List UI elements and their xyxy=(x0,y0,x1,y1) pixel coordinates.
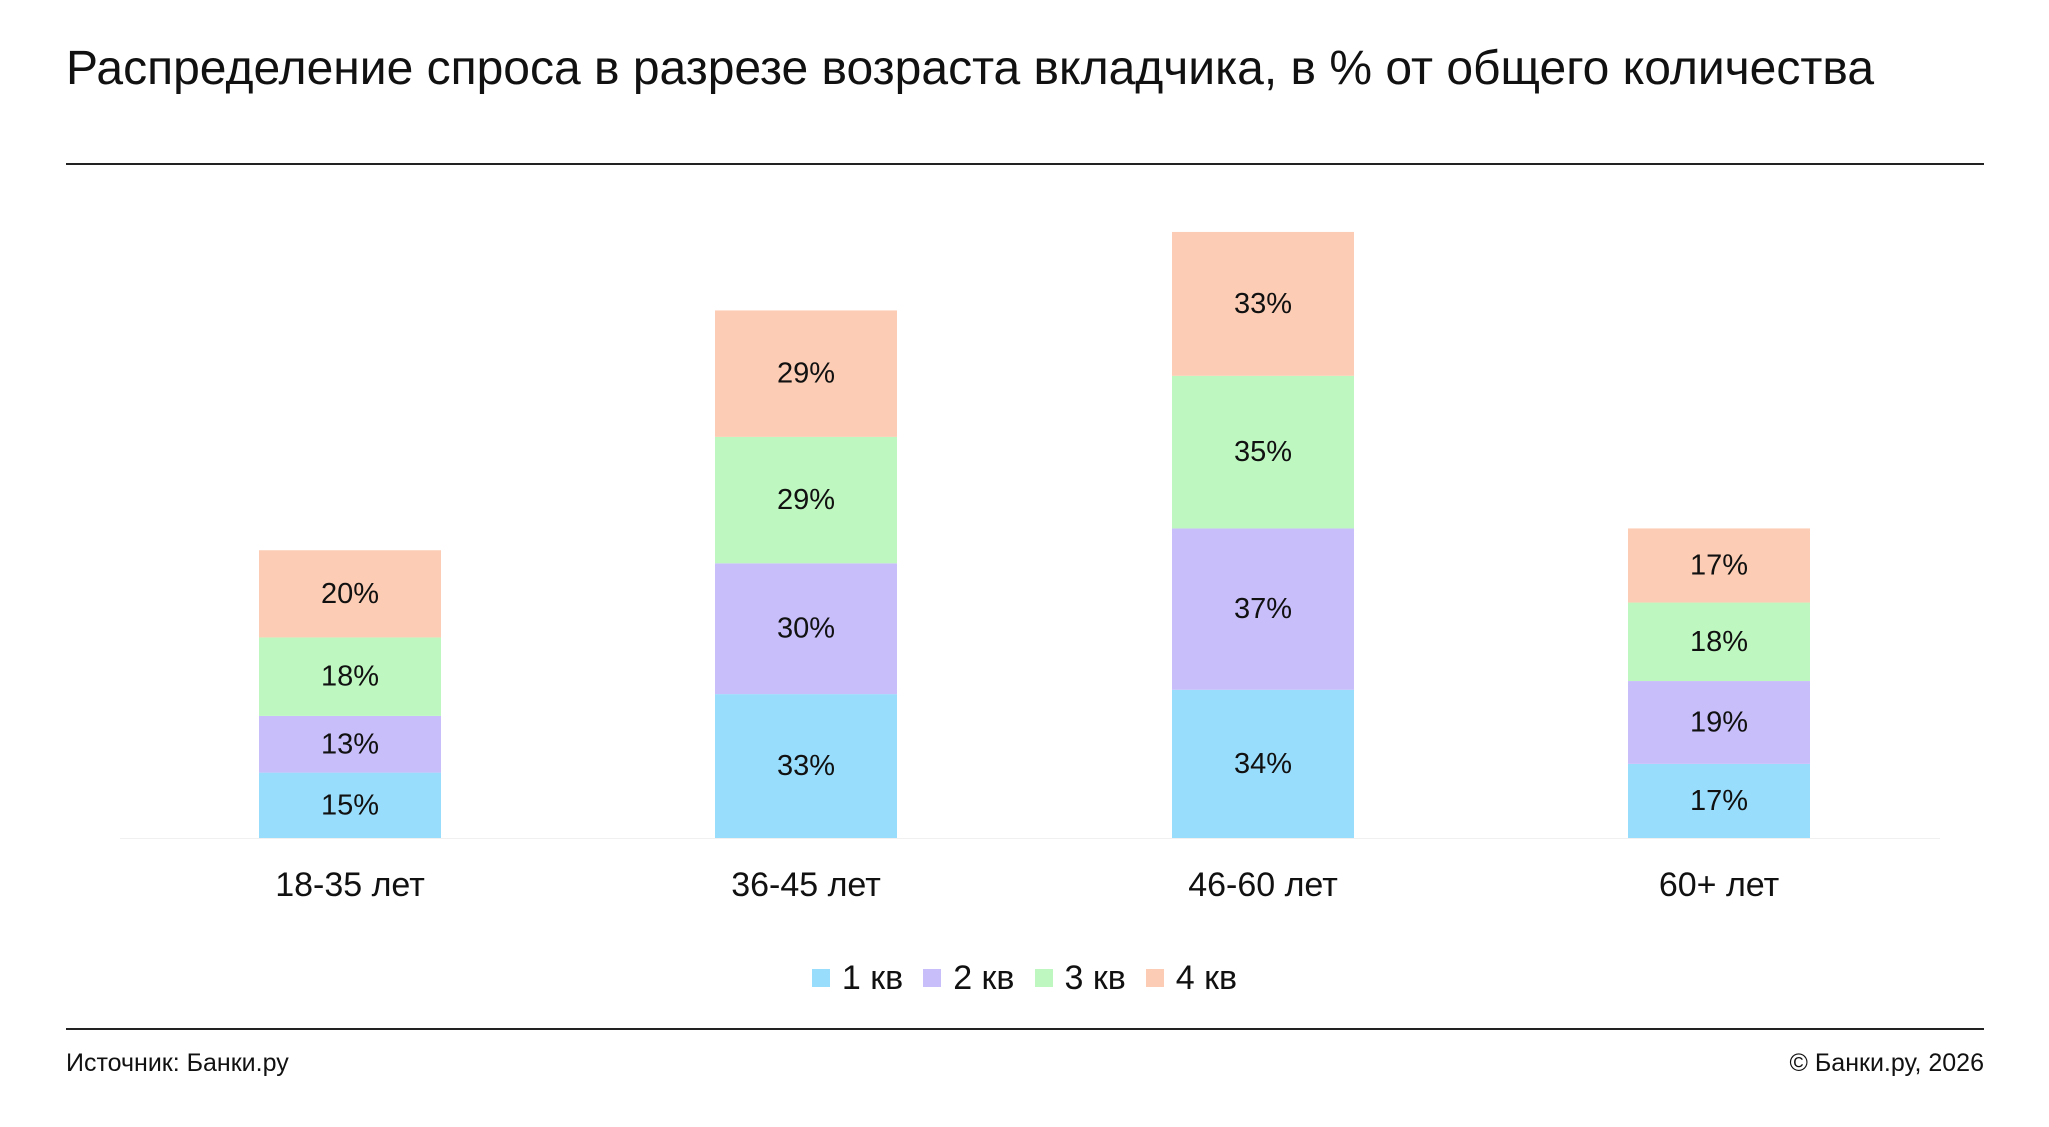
bar-segment-4-2 xyxy=(1628,681,1810,764)
category-label-2: 36-45 лет xyxy=(731,866,881,904)
title-divider xyxy=(66,163,1984,165)
category-label-3: 46-60 лет xyxy=(1188,866,1338,904)
data-label-3-3: 35% xyxy=(1234,436,1292,468)
legend-item-2: 2 кв xyxy=(923,958,1015,998)
data-label-1-4: 20% xyxy=(321,578,379,610)
bar-segment-1-2 xyxy=(259,715,441,773)
source-note: Источник: Банки.ру xyxy=(66,1049,289,1077)
data-label-1-3: 18% xyxy=(321,661,379,693)
data-label-2-3: 29% xyxy=(777,484,835,516)
legend-label-2: 2 кв xyxy=(953,959,1015,997)
data-label-3-4: 33% xyxy=(1234,288,1292,320)
bar-segment-4-3 xyxy=(1628,602,1810,682)
data-label-4-4: 17% xyxy=(1690,550,1748,582)
data-label-3-1: 34% xyxy=(1234,748,1292,780)
bar-segment-2-1 xyxy=(715,694,897,838)
data-label-1-2: 13% xyxy=(321,728,379,760)
legend-item-3: 3 кв xyxy=(1034,958,1126,998)
data-label-4-1: 17% xyxy=(1690,785,1748,817)
category-label-1: 18-35 лет xyxy=(275,866,425,904)
bars-group: 15% 13% 18% 20% 18-35 лет 33% 30% 29% 29% 36-45 л… xyxy=(259,231,1810,904)
footer-divider xyxy=(66,1028,1984,1030)
bar-segment-3-2 xyxy=(1172,528,1354,690)
data-label-4-2: 19% xyxy=(1690,706,1748,738)
bar-segment-4-1 xyxy=(1628,763,1810,838)
data-label-3-2: 37% xyxy=(1234,593,1292,625)
bar-segment-3-4 xyxy=(1172,231,1354,376)
legend-item-1: 1 кв xyxy=(811,958,904,998)
legend-label-4: 4 кв xyxy=(1175,959,1238,997)
legend-swatch-2 xyxy=(923,969,942,987)
bar-segment-3-1 xyxy=(1172,689,1354,838)
data-label-1-1: 15% xyxy=(321,789,379,821)
data-label-2-1: 33% xyxy=(777,750,835,782)
legend: 1 кв 2 кв 3 кв 4 кв xyxy=(0,958,2049,998)
legend-swatch-3 xyxy=(1034,969,1053,987)
bar-segment-1-3 xyxy=(259,637,441,716)
data-label-2-4: 29% xyxy=(777,358,835,390)
bar-segment-2-3 xyxy=(715,436,897,564)
legend-label-3: 3 кв xyxy=(1064,959,1126,997)
bar-segment-1-4 xyxy=(259,550,441,638)
data-label-2-2: 30% xyxy=(777,613,835,645)
legend-label-1: 1 кв xyxy=(841,959,904,997)
data-label-4-3: 18% xyxy=(1690,626,1748,658)
stacked-bar-chart: 15% 13% 18% 20% 18-35 лет 33% 30% 29% 29% 36-45 л… xyxy=(120,231,1940,904)
copyright-note: © Банки.ру, 2026 xyxy=(1789,1049,1984,1077)
legend-swatch-4 xyxy=(1145,969,1164,987)
bar-segment-3-3 xyxy=(1172,375,1354,529)
legend-swatch-1 xyxy=(811,969,830,987)
legend-item-4: 4 кв xyxy=(1145,958,1238,998)
bar-segment-1-1 xyxy=(259,772,441,838)
bar-segment-2-4 xyxy=(715,310,897,437)
bar-segment-4-4 xyxy=(1628,528,1810,603)
category-label-4: 60+ лет xyxy=(1659,866,1779,904)
bar-segment-2-2 xyxy=(715,563,897,695)
chart-title: Распределение спроса в разрезе возраста … xyxy=(66,42,1875,95)
